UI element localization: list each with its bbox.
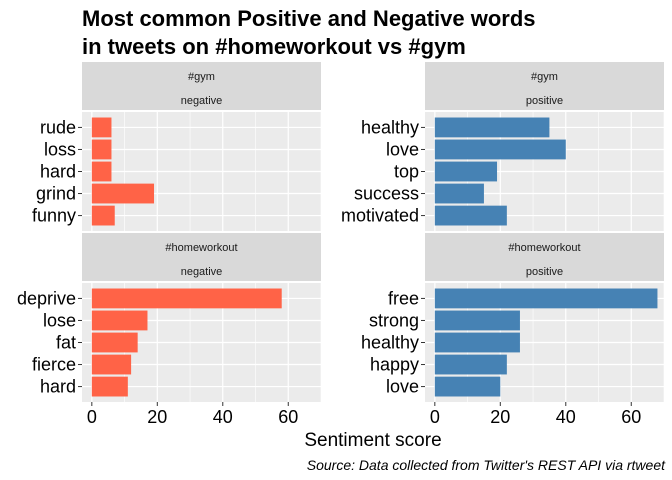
- bar-success: [434, 183, 484, 204]
- y-tick-label: healthy: [361, 333, 419, 353]
- bar-fat: [91, 332, 138, 353]
- bar-top: [434, 161, 498, 182]
- y-tick-label: motivated: [341, 206, 419, 226]
- y-tick-label: lose: [43, 310, 76, 330]
- facet-strip: [425, 62, 664, 110]
- bar-love: [434, 139, 566, 160]
- x-tick-label: 40: [556, 407, 576, 427]
- bar-lose: [91, 310, 148, 331]
- y-tick-label: free: [388, 288, 419, 308]
- chart-caption: Source: Data collected from Twitter's RE…: [307, 457, 666, 473]
- y-tick-label: fat: [56, 333, 76, 353]
- y-tick-label: loss: [44, 139, 76, 159]
- y-tick-label: fierce: [32, 355, 76, 375]
- y-tick-label: strong: [369, 310, 419, 330]
- x-tick-label: 60: [278, 407, 298, 427]
- bar-free: [434, 288, 658, 309]
- y-tick-label: funny: [32, 206, 76, 226]
- y-tick-label: deprive: [17, 288, 76, 308]
- facet-strip-group-label: #homeworkout: [508, 242, 580, 254]
- bar-hard: [91, 376, 128, 397]
- y-tick-label: rude: [40, 117, 76, 137]
- y-tick-label: grind: [36, 184, 76, 204]
- y-tick-label: healthy: [361, 117, 419, 137]
- facet-strip: [82, 62, 321, 110]
- y-tick-label: love: [386, 377, 419, 397]
- bar-happy: [434, 354, 507, 375]
- bar-rude: [91, 117, 112, 138]
- x-tick-label: 60: [621, 407, 641, 427]
- bar-love: [434, 376, 501, 397]
- facet-strip-group-label: #gym: [188, 71, 215, 83]
- bar-healthy: [434, 117, 550, 138]
- bar-healthy: [434, 332, 520, 353]
- y-tick-label: hard: [40, 162, 76, 182]
- bar-motivated: [434, 205, 507, 226]
- facet-strip: [425, 233, 664, 281]
- x-tick-label: 0: [87, 407, 97, 427]
- facet-panels: #gymnegativerudelosshardgrindfunny#gympo…: [17, 62, 665, 427]
- bar-deprive: [91, 288, 282, 309]
- bar-fierce: [91, 354, 132, 375]
- facet-strip-sentiment-label: positive: [526, 95, 563, 107]
- facet-strip: [82, 233, 321, 281]
- bar-loss: [91, 139, 112, 160]
- x-axis-label: Sentiment score: [304, 430, 441, 451]
- x-tick-label: 20: [147, 407, 167, 427]
- facet-strip-sentiment-label: negative: [181, 266, 223, 278]
- y-tick-label: hard: [40, 377, 76, 397]
- facet-strip-sentiment-label: positive: [526, 266, 563, 278]
- facet-strip-group-label: #homeworkout: [165, 242, 237, 254]
- bar-grind: [91, 183, 155, 204]
- facet-strip-group-label: #gym: [531, 71, 558, 83]
- chart-title-line-2: in tweets on #homeworkout vs #gym: [82, 34, 466, 59]
- y-tick-label: love: [386, 139, 419, 159]
- y-tick-label: top: [394, 162, 419, 182]
- bar-hard: [91, 161, 112, 182]
- x-tick-label: 20: [490, 407, 510, 427]
- y-tick-label: happy: [370, 355, 419, 375]
- bar-strong: [434, 310, 520, 331]
- x-tick-label: 0: [430, 407, 440, 427]
- x-tick-label: 40: [213, 407, 233, 427]
- y-tick-label: success: [354, 184, 419, 204]
- bar-funny: [91, 205, 115, 226]
- chart-title-line-1: Most common Positive and Negative words: [82, 6, 536, 31]
- facet-strip-sentiment-label: negative: [181, 95, 223, 107]
